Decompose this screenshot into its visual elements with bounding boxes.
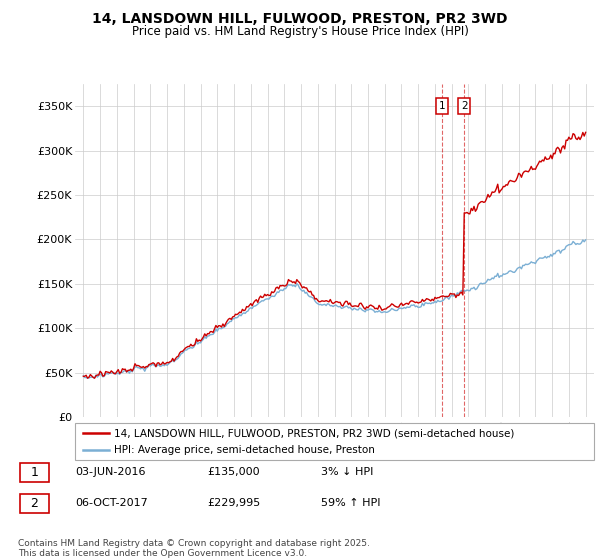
Text: 59% ↑ HPI: 59% ↑ HPI <box>321 498 380 508</box>
Text: 14, LANSDOWN HILL, FULWOOD, PRESTON, PR2 3WD: 14, LANSDOWN HILL, FULWOOD, PRESTON, PR2… <box>92 12 508 26</box>
Text: 2: 2 <box>461 101 467 111</box>
Text: Price paid vs. HM Land Registry's House Price Index (HPI): Price paid vs. HM Land Registry's House … <box>131 25 469 38</box>
FancyBboxPatch shape <box>20 494 49 513</box>
Text: £229,995: £229,995 <box>207 498 260 508</box>
Text: 06-OCT-2017: 06-OCT-2017 <box>75 498 148 508</box>
FancyBboxPatch shape <box>75 423 594 460</box>
FancyBboxPatch shape <box>20 463 49 482</box>
Text: £135,000: £135,000 <box>207 467 260 477</box>
Text: 14, LANSDOWN HILL, FULWOOD, PRESTON, PR2 3WD (semi-detached house): 14, LANSDOWN HILL, FULWOOD, PRESTON, PR2… <box>114 428 514 438</box>
Text: 03-JUN-2016: 03-JUN-2016 <box>75 467 146 477</box>
Text: 2: 2 <box>31 497 38 510</box>
Text: HPI: Average price, semi-detached house, Preston: HPI: Average price, semi-detached house,… <box>114 445 375 455</box>
Text: 1: 1 <box>31 465 38 479</box>
Text: 1: 1 <box>439 101 445 111</box>
Text: 3% ↓ HPI: 3% ↓ HPI <box>321 467 373 477</box>
Text: Contains HM Land Registry data © Crown copyright and database right 2025.
This d: Contains HM Land Registry data © Crown c… <box>18 539 370 558</box>
